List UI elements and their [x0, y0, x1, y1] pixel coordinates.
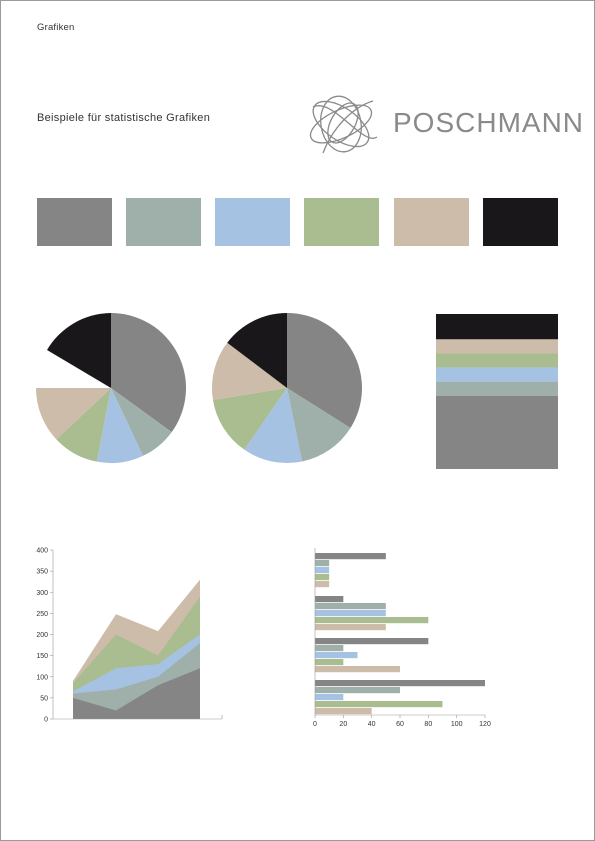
pie-slice	[227, 313, 287, 388]
pie-chart-exploded	[36, 313, 186, 463]
bar	[315, 610, 386, 617]
bar	[315, 581, 330, 588]
brand-name: POSCHMANN	[393, 107, 585, 138]
bar	[315, 638, 429, 645]
pie-slice	[287, 313, 362, 428]
y-tick-label: 300	[36, 590, 48, 597]
x-tick-label: 0	[313, 721, 317, 728]
stacked-bar-chart	[436, 314, 558, 469]
pie-slice	[244, 388, 303, 463]
stacked-bar-segment	[436, 314, 558, 340]
swatch-beige	[394, 198, 469, 246]
color-palette	[37, 198, 558, 246]
bar	[315, 694, 344, 701]
bar	[315, 708, 372, 715]
bar	[315, 617, 429, 624]
pie-slice	[56, 388, 111, 462]
y-tick-label: 100	[36, 674, 48, 681]
bar	[315, 560, 330, 567]
swatch-black	[483, 198, 558, 246]
bar	[315, 701, 443, 708]
pie-slice	[111, 388, 172, 456]
bar	[315, 680, 485, 687]
y-tick-label: 250	[36, 611, 48, 618]
y-tick-label: 350	[36, 569, 48, 576]
swatch-light-blue	[215, 198, 290, 246]
bar	[315, 666, 400, 673]
swatch-gray	[37, 198, 112, 246]
page-subtitle: Beispiele für statistische Grafiken	[37, 112, 211, 124]
pie-slice	[212, 388, 287, 450]
swatch-sage	[126, 198, 201, 246]
bar	[315, 553, 386, 560]
bar	[315, 603, 386, 610]
stacked-bar-segment	[436, 395, 558, 469]
bar	[315, 624, 386, 631]
stacked-bar-segment	[436, 381, 558, 396]
swatch-green	[304, 198, 379, 246]
pie-slice	[36, 388, 111, 440]
pie-slice	[111, 313, 186, 433]
x-tick-label: 20	[339, 721, 347, 728]
bar	[315, 652, 358, 659]
y-tick-label: 200	[36, 632, 48, 639]
pie-slice	[96, 388, 143, 463]
area-chart: 0 50 100 150 200 250 300 350 400	[36, 548, 223, 724]
brand-logo: POSCHMANN	[303, 87, 583, 163]
pie-slice	[287, 388, 351, 462]
x-tick-label: 80	[424, 721, 432, 728]
y-tick-label: 150	[36, 653, 48, 660]
y-tick-label: 0	[44, 717, 48, 724]
pie-slice	[47, 313, 111, 388]
bar	[315, 574, 330, 581]
section-header: Grafiken	[37, 22, 75, 33]
pie-slice	[212, 342, 287, 400]
bar	[315, 687, 400, 694]
x-tick-label: 40	[368, 721, 376, 728]
bar	[315, 567, 330, 574]
horizontal-bar-chart: 0 20 40 60 80 100 120	[313, 548, 491, 728]
bar	[315, 645, 344, 652]
stacked-bar-segment	[436, 367, 558, 382]
stacked-bar-segment	[436, 339, 558, 354]
stacked-bar-segment	[436, 353, 558, 368]
x-tick-label: 100	[451, 721, 463, 728]
bar	[315, 596, 344, 603]
y-tick-label: 400	[36, 548, 48, 555]
area-series	[73, 668, 200, 719]
x-tick-label: 120	[479, 721, 491, 728]
orbit-lines-icon	[309, 95, 378, 154]
pie-chart	[212, 313, 362, 463]
x-tick-label: 60	[396, 721, 404, 728]
y-tick-label: 50	[40, 695, 48, 702]
bar	[315, 659, 344, 666]
